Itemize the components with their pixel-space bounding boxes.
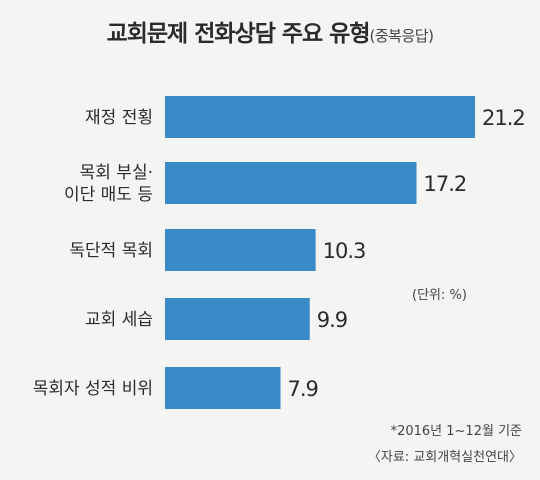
category-label: 독단적 목회 [69,241,153,261]
footnote-period: *2016년 1~12월 기준 [390,424,522,439]
data-label: 17.2 [424,172,467,196]
category-label: 재정 전횡 [85,108,153,128]
category-label: 목회 부실· [80,163,153,183]
unit-label: (단위: %) [412,288,467,303]
bar [165,162,417,204]
bar [165,229,316,271]
chart-title-main: 교회문제 전화상담 주요 유형 [106,21,371,47]
footnote-source: 〈자료: 교회개혁실천연대〉 [367,450,522,465]
chart-title: 교회문제 전화상담 주요 유형(중복응답) [0,14,540,48]
data-label: 10.3 [323,239,366,263]
data-label: 9.9 [317,308,347,332]
category-label: 목회자 성적 비위 [33,379,153,399]
data-label: 7.9 [288,377,318,401]
bar [165,96,475,138]
data-label: 21.2 [482,106,525,130]
category-label: 이단 매도 등 [64,185,153,205]
chart-subtitle: (중복응답) [369,27,434,45]
bar [165,298,310,340]
category-label: 교회 세습 [85,310,153,330]
bar [165,367,281,409]
